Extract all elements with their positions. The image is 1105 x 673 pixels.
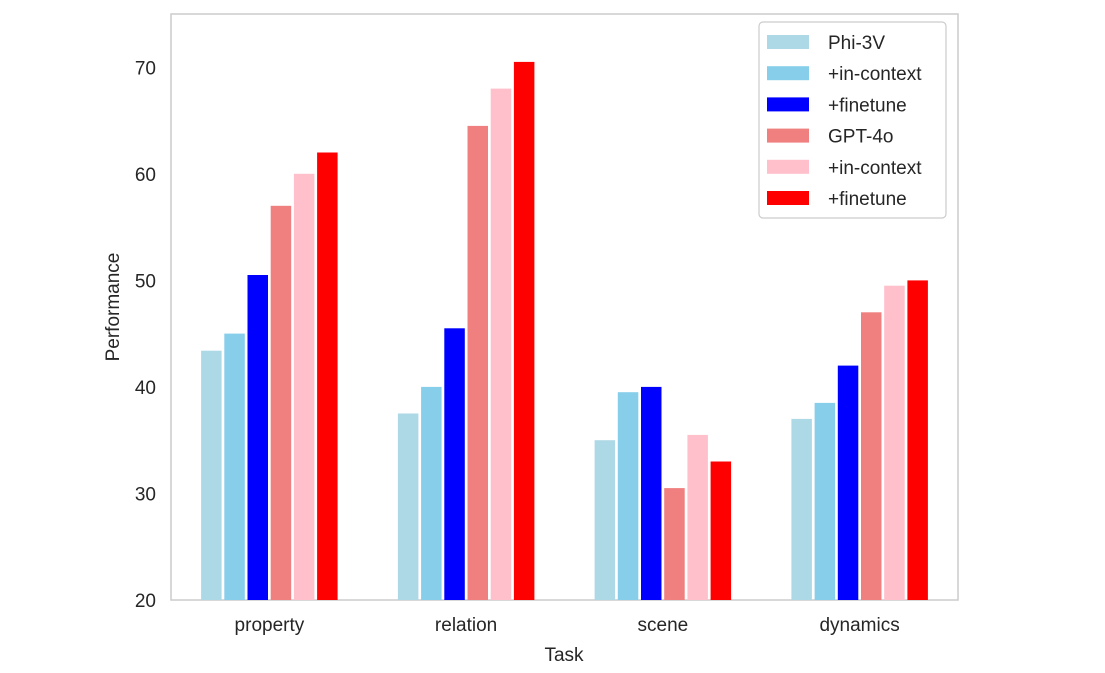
y-tick-label: 60 (135, 165, 156, 186)
bar-dynamics-series-5 (907, 280, 928, 600)
bar-relation-series-3 (467, 125, 488, 601)
legend-label-4: +in-context (828, 158, 922, 179)
x-tick-label: property (235, 615, 305, 636)
x-axis-label: Task (544, 645, 584, 666)
y-tick-label: 20 (135, 591, 156, 612)
bar-scene-series-1 (617, 392, 639, 600)
bar-dynamics-series-2 (837, 365, 859, 600)
x-tick-label: dynamics (819, 615, 899, 636)
x-tick-label: relation (435, 615, 497, 636)
legend-label-1: +in-context (828, 64, 922, 85)
bar-property-series-1 (224, 333, 245, 600)
bar-property-series-5 (317, 152, 338, 600)
bar-scene-series-5 (710, 461, 732, 600)
bar-property-series-2 (247, 275, 268, 600)
bar-relation-series-1 (421, 386, 442, 600)
bar-property-series-3 (270, 205, 292, 601)
y-tick-label: 50 (135, 271, 156, 292)
bar-relation-series-5 (513, 61, 535, 600)
bar-scene-series-2 (641, 386, 662, 600)
legend-label-2: +finetune (828, 95, 907, 116)
bar-dynamics-series-3 (861, 312, 882, 600)
x-tick-label: scene (638, 615, 689, 636)
bar-scene-series-3 (664, 488, 685, 600)
legend-swatch-3 (767, 128, 809, 143)
legend: Phi-3V +in-context +finetune GPT-4o +in-cont… (758, 21, 947, 219)
legend-swatch-1 (767, 66, 809, 81)
y-tick-label: 70 (135, 58, 156, 79)
bar-relation-series-4 (490, 88, 512, 600)
bars-group (201, 61, 928, 601)
bar-property-series-0 (201, 350, 222, 600)
x-ticks-group: property relation scene dynamics (235, 615, 900, 636)
bar-relation-series-2 (444, 328, 465, 600)
legend-swatch-5 (767, 191, 809, 205)
y-tick-label: 40 (135, 378, 156, 399)
bar-scene-series-4 (687, 434, 708, 600)
y-ticks-group: 20 30 40 50 60 70 (135, 58, 156, 612)
bar-scene-series-0 (594, 440, 616, 600)
legend-swatch-2 (767, 97, 809, 112)
bar-dynamics-series-4 (884, 285, 905, 600)
legend-label-5: +finetune (828, 189, 907, 210)
legend-label-0: Phi-3V (828, 33, 885, 54)
y-axis-label: Performance (103, 253, 124, 362)
legend-label-3: GPT-4o (828, 127, 893, 148)
bar-relation-series-0 (397, 413, 419, 600)
bar-dynamics-series-0 (791, 418, 812, 600)
y-tick-label: 30 (135, 485, 156, 506)
bar-property-series-4 (293, 173, 315, 601)
legend-swatch-4 (767, 159, 809, 174)
legend-swatch-0 (767, 35, 809, 49)
bar-dynamics-series-1 (814, 402, 836, 600)
